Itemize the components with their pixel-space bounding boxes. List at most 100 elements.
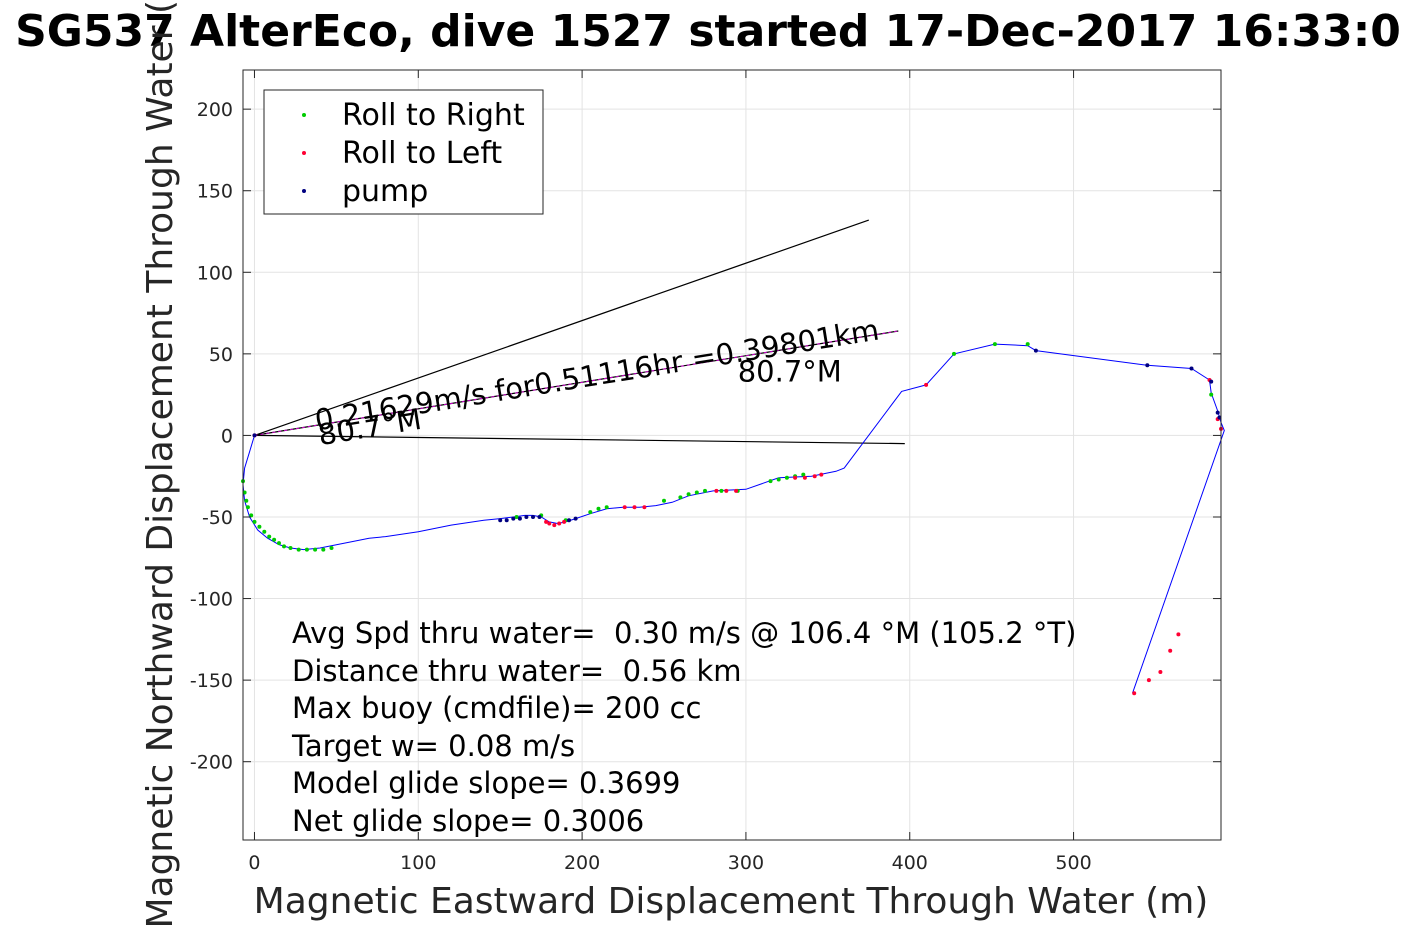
x-tick-label: 100 bbox=[400, 852, 436, 874]
roll-right-point bbox=[245, 505, 250, 510]
roll-right-point bbox=[288, 546, 293, 550]
roll-right-point bbox=[604, 505, 609, 510]
roll-right-point bbox=[662, 498, 666, 503]
pump-point bbox=[1209, 379, 1214, 384]
roll-right-point bbox=[703, 488, 707, 493]
roll-right-point bbox=[514, 515, 519, 519]
roll-right-point bbox=[588, 510, 593, 515]
grid-lines bbox=[243, 70, 1221, 840]
roll-left-point bbox=[819, 472, 824, 477]
roll-right-point bbox=[262, 529, 267, 534]
roll-left-point bbox=[924, 382, 929, 387]
roll-right-point bbox=[596, 506, 601, 511]
y-tick-label: -200 bbox=[190, 752, 233, 774]
roll-right-point bbox=[257, 524, 262, 529]
stat-avg-speed: Avg Spd thru water= 0.30 m/s @ 106.4 °M … bbox=[292, 616, 1076, 650]
roll-right-point bbox=[784, 475, 789, 480]
roll-left-point bbox=[812, 474, 817, 479]
roll-right-point bbox=[694, 490, 699, 495]
roll-right-point bbox=[277, 541, 281, 546]
chart-title: SG537 AlterEco, dive 1527 started 17-Dec… bbox=[15, 6, 1401, 57]
roll-left-point bbox=[714, 488, 719, 493]
roll-right-point bbox=[313, 547, 318, 552]
roll-left-point bbox=[622, 505, 627, 510]
x-tick-label: 500 bbox=[1055, 852, 1091, 874]
pump-point bbox=[567, 518, 571, 523]
roll-right-point bbox=[768, 479, 773, 484]
roll-right-point bbox=[952, 351, 956, 356]
roll-right-point bbox=[329, 546, 334, 550]
roll-right-point bbox=[1025, 342, 1030, 347]
legend: Roll to Right Roll to Left pump bbox=[263, 89, 544, 215]
x-tick-label: 400 bbox=[892, 852, 928, 874]
roll-left-point bbox=[552, 523, 557, 528]
legend-label-pump: pump bbox=[342, 174, 428, 209]
pump-point bbox=[573, 516, 578, 521]
markers bbox=[241, 342, 1223, 696]
roll-right-point bbox=[801, 472, 806, 477]
legend-marker-roll-right bbox=[302, 113, 306, 117]
pump-point bbox=[1215, 410, 1220, 415]
y-tick-label: 0 bbox=[221, 425, 233, 447]
roll-left-point bbox=[1168, 648, 1173, 653]
pump-point bbox=[531, 515, 535, 519]
roll-left-point bbox=[632, 505, 637, 510]
roll-left-point bbox=[1158, 670, 1163, 674]
roll-right-point bbox=[719, 488, 724, 493]
x-tick-label: 300 bbox=[728, 852, 764, 874]
roll-right-point bbox=[776, 477, 781, 482]
stat-model-glide: Model glide slope= 0.3699 bbox=[292, 766, 680, 800]
pump-point bbox=[498, 518, 503, 523]
legend-label-roll-right: Roll to Right bbox=[342, 98, 525, 133]
y-tick-label: -50 bbox=[202, 507, 233, 529]
roll-left-point bbox=[642, 505, 647, 510]
y-axis-label: Magnetic Northward Displacement Through … bbox=[140, 0, 181, 929]
y-tick-label: 200 bbox=[197, 99, 233, 121]
pump-point bbox=[1189, 366, 1194, 371]
roll-left-point bbox=[1132, 691, 1137, 696]
y-tick-label: 150 bbox=[197, 181, 233, 203]
roll-left-point bbox=[547, 521, 552, 526]
average-heading-dashed-line bbox=[254, 330, 899, 436]
roll-left-point bbox=[562, 519, 567, 524]
roll-right-point bbox=[272, 537, 277, 542]
roll-right-point bbox=[282, 544, 286, 549]
axes-frame bbox=[242, 69, 1222, 841]
heading-wedge bbox=[254, 219, 905, 445]
legend-box bbox=[263, 89, 544, 215]
x-axis-label: Magnetic Eastward Displacement Through W… bbox=[254, 881, 1209, 922]
roll-left-point bbox=[1146, 678, 1151, 683]
roll-right-point bbox=[678, 495, 683, 500]
roll-left-point bbox=[802, 475, 807, 480]
annotation-heading_end: 80.7°M bbox=[738, 355, 842, 389]
roll-right-point bbox=[1209, 392, 1214, 397]
x-tick-label: 0 bbox=[248, 852, 260, 874]
pump-point bbox=[1033, 348, 1038, 353]
pump-point bbox=[1145, 363, 1150, 368]
roll-right-point bbox=[992, 342, 997, 347]
legend-marker-pump bbox=[302, 189, 306, 193]
y-tick-label: 100 bbox=[197, 262, 233, 284]
roll-right-point bbox=[244, 498, 249, 503]
roll-right-point bbox=[321, 547, 326, 552]
roll-right-point bbox=[249, 513, 254, 518]
y-tick-label: -100 bbox=[190, 589, 233, 611]
y-tick-label: 50 bbox=[209, 344, 233, 366]
pump-point bbox=[1217, 415, 1222, 420]
stat-max-buoy: Max buoy (cmdfile)= 200 cc bbox=[292, 691, 701, 725]
roll-left-point bbox=[544, 519, 549, 524]
stats-block: Avg Spd thru water= 0.30 m/s @ 106.4 °M … bbox=[291, 616, 1076, 838]
roll-left-point bbox=[734, 488, 739, 493]
roll-right-point bbox=[686, 492, 691, 497]
roll-left-point bbox=[793, 475, 798, 480]
stat-distance: Distance thru water= 0.56 km bbox=[292, 654, 742, 688]
pump-point bbox=[517, 516, 522, 521]
heading-wedge-upper-line bbox=[254, 219, 869, 436]
roll-right-point bbox=[304, 547, 309, 552]
heading-wedge-lower-line bbox=[254, 434, 905, 445]
pump-point bbox=[524, 515, 529, 519]
stat-net-glide: Net glide slope= 0.3006 bbox=[292, 804, 644, 838]
roll-right-point bbox=[242, 490, 247, 495]
pump-point bbox=[252, 433, 257, 438]
